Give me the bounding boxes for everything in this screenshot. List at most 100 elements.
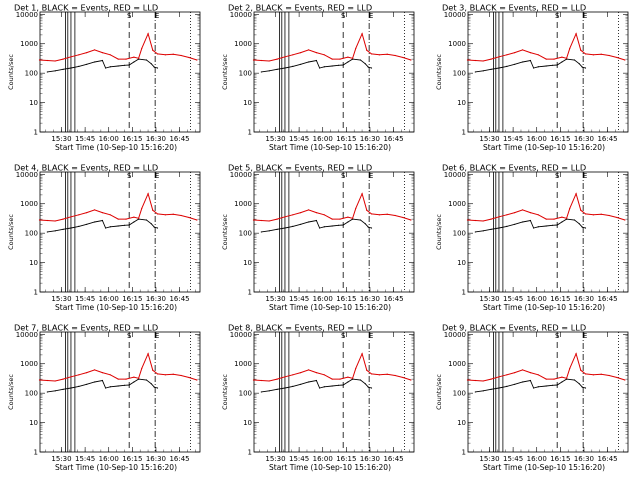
data-point-lld — [196, 379, 198, 381]
data-point-events — [532, 67, 535, 69]
data-point-lld — [386, 53, 388, 55]
data-point-events — [323, 66, 325, 68]
series-line-lld — [467, 192, 626, 222]
x-tick-label: 15:30 — [265, 135, 285, 143]
data-point-lld — [529, 212, 532, 214]
x-tick-label: 16:45 — [169, 135, 189, 143]
data-point-events — [104, 227, 107, 229]
plot-frame — [467, 171, 629, 293]
data-point-events — [529, 219, 532, 222]
x-axis-label: Start Time (10-Sep-10 15:16:20) — [269, 463, 391, 472]
data-point-events — [573, 219, 576, 221]
data-point-lld — [584, 373, 587, 375]
y-tick-label: 10000 — [230, 11, 252, 19]
data-point-lld — [575, 353, 577, 355]
data-point-events — [54, 230, 56, 232]
x-tick-label: 16:30 — [360, 135, 380, 143]
data-point-lld — [361, 353, 363, 355]
data-point-lld — [592, 214, 594, 216]
y-tick-label: 10 — [29, 419, 38, 427]
chart-panel-det-7: Det 7, BLACK = Events, RED = LLD 1 10 100 10… — [7, 323, 201, 472]
data-point-lld — [352, 377, 354, 379]
data-point-lld — [62, 218, 64, 220]
data-point-lld — [498, 56, 500, 58]
series-line-lld — [253, 32, 412, 62]
data-point-events — [573, 59, 576, 61]
data-point-events — [86, 223, 88, 225]
end-annotation: E — [155, 172, 159, 180]
data-point-lld — [537, 54, 539, 56]
data-point-events — [70, 67, 72, 69]
data-point-events — [551, 384, 554, 386]
chart-panel-det-4: Det 4, BLACK = Events, RED = LLD 1 10 100 10… — [7, 163, 201, 312]
data-point-lld — [545, 378, 547, 380]
data-point-events — [532, 387, 535, 389]
data-point-lld — [133, 56, 135, 58]
data-point-lld — [584, 213, 587, 215]
x-tick-label: 16:15 — [336, 135, 356, 143]
data-point-lld — [378, 214, 380, 216]
end-annotation: E — [369, 332, 373, 340]
data-point-lld — [152, 209, 154, 211]
plot-frame — [467, 11, 629, 133]
data-point-lld — [537, 214, 539, 216]
x-tick-label: 15:30 — [479, 295, 499, 303]
y-tick-label: 1 — [34, 129, 38, 137]
data-point-lld — [70, 376, 72, 378]
data-point-events — [342, 64, 344, 66]
chart-panel-det-1: Det 1, BLACK = Events, RED = LLD 1 10 100 10… — [7, 3, 201, 152]
data-point-events — [323, 386, 325, 388]
data-point-lld — [355, 207, 357, 209]
data-point-lld — [561, 216, 563, 218]
data-point-lld — [133, 376, 135, 378]
data-point-events — [514, 383, 516, 385]
data-point-events — [150, 223, 152, 225]
y-tick-label: 100 — [25, 70, 38, 78]
data-point-events — [367, 226, 369, 228]
data-point-lld — [152, 369, 154, 371]
data-point-lld — [537, 374, 539, 376]
data-point-lld — [101, 212, 104, 214]
data-point-lld — [86, 52, 88, 54]
data-point-lld — [180, 54, 182, 57]
data-point-lld — [188, 216, 190, 219]
data-point-lld — [70, 216, 72, 218]
data-point-events — [347, 221, 349, 223]
data-point-events — [78, 225, 80, 227]
data-point-lld — [260, 379, 262, 382]
data-point-lld — [252, 379, 255, 381]
data-point-lld — [474, 59, 476, 62]
data-point-events — [537, 66, 539, 68]
data-point-events — [78, 385, 80, 387]
data-point-lld — [569, 367, 571, 369]
data-point-lld — [38, 379, 41, 381]
data-point-events — [62, 228, 64, 230]
data-point-events — [359, 219, 362, 221]
data-point-events — [109, 226, 111, 228]
x-tick-label: 16:45 — [383, 135, 403, 143]
y-axis-label: Counts/sec — [221, 374, 229, 410]
data-point-lld — [86, 212, 88, 214]
data-point-lld — [109, 214, 111, 216]
series-line-lld — [39, 32, 198, 62]
data-point-lld — [569, 47, 571, 49]
y-tick-label: 1000 — [234, 40, 252, 48]
x-tick-label: 16:00 — [99, 455, 119, 463]
start-annotation: S — [555, 12, 560, 20]
data-point-events — [490, 68, 492, 70]
data-point-lld — [164, 214, 166, 216]
data-point-lld — [54, 60, 56, 62]
data-point-lld — [138, 217, 140, 219]
data-point-events — [581, 66, 583, 68]
start-annotation: S — [127, 332, 132, 340]
data-point-events — [482, 390, 484, 392]
data-point-lld — [284, 376, 286, 378]
y-tick-label: 10 — [29, 99, 38, 107]
x-axis-label: Start Time (10-Sep-10 15:16:20) — [483, 303, 605, 312]
data-point-events — [581, 226, 583, 228]
y-axis-label: Counts/sec — [221, 54, 229, 90]
data-point-lld — [300, 212, 302, 214]
data-point-events — [101, 219, 104, 222]
data-point-lld — [292, 374, 294, 376]
